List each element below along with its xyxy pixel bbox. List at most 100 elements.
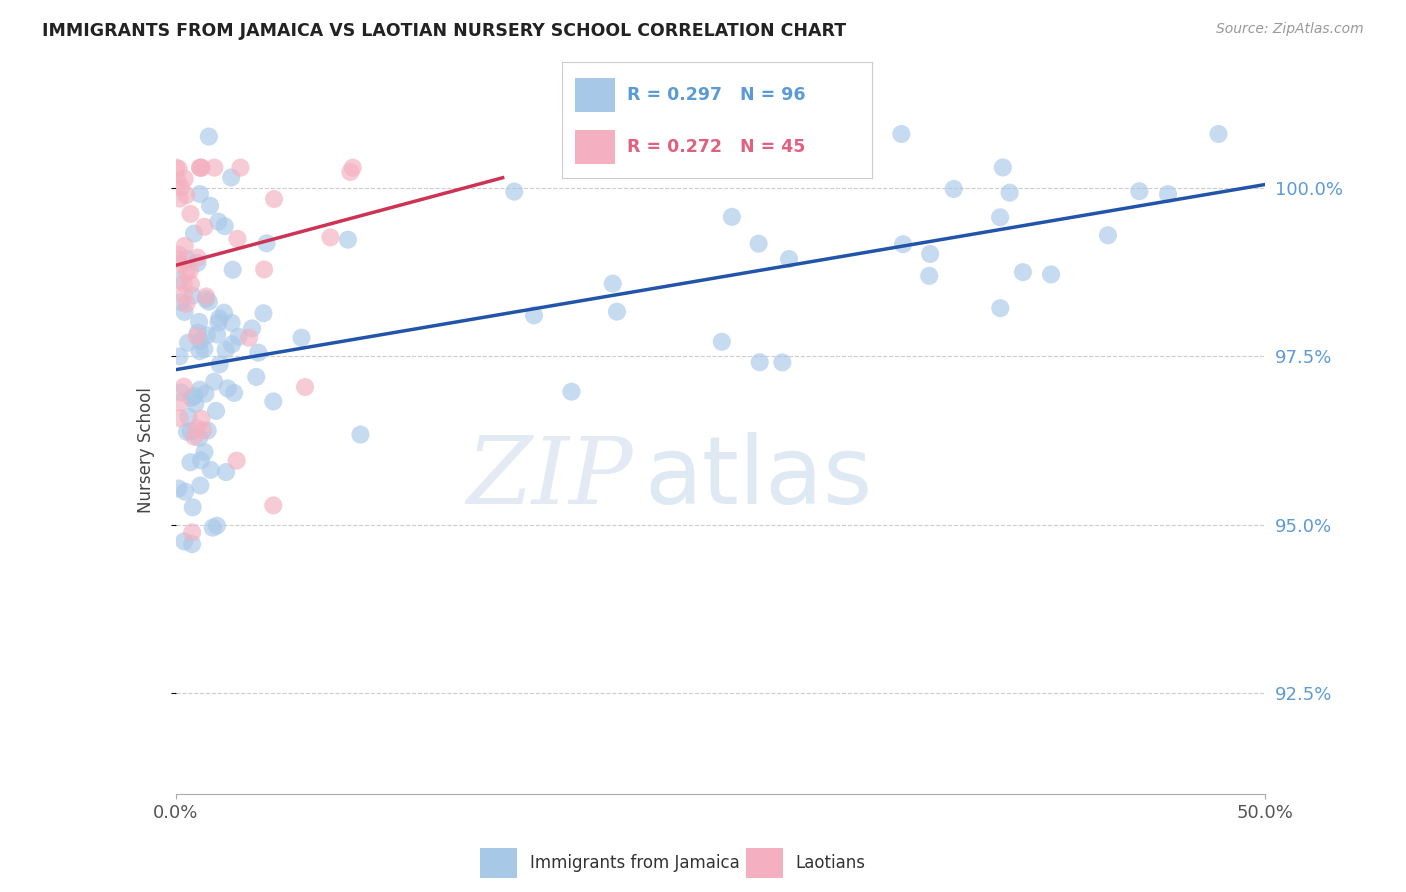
Text: atlas: atlas <box>644 432 873 524</box>
Point <box>214 343 236 357</box>
Point <box>173 277 195 291</box>
Point <box>176 425 198 439</box>
Point <box>214 219 236 234</box>
Point <box>890 127 912 141</box>
Point <box>170 295 193 310</box>
Point <box>193 219 215 234</box>
Text: Laotians: Laotians <box>796 854 866 872</box>
Point <box>167 161 190 176</box>
Point <box>173 239 195 253</box>
Point <box>207 315 229 329</box>
Point <box>339 165 361 179</box>
Point <box>602 277 624 291</box>
Point <box>174 484 197 499</box>
Point <box>221 316 243 330</box>
Point <box>942 182 965 196</box>
Point <box>169 273 191 287</box>
Point <box>202 161 225 175</box>
Point <box>180 391 202 405</box>
Point <box>721 210 744 224</box>
Point <box>195 289 218 303</box>
Point <box>173 534 195 549</box>
Point <box>225 453 247 467</box>
Point <box>177 409 200 424</box>
Point <box>188 161 211 175</box>
Point <box>252 306 274 320</box>
Point <box>173 380 195 394</box>
Point <box>226 232 249 246</box>
Point <box>263 192 285 206</box>
Point <box>173 305 195 319</box>
Point <box>342 161 364 175</box>
Point <box>197 424 219 438</box>
Point <box>253 262 276 277</box>
Point <box>212 306 235 320</box>
Point <box>503 185 526 199</box>
Point <box>991 161 1014 175</box>
Text: Source: ZipAtlas.com: Source: ZipAtlas.com <box>1216 22 1364 37</box>
Point <box>181 525 204 540</box>
Point <box>169 192 191 206</box>
Point <box>748 236 770 251</box>
Point <box>169 411 191 425</box>
Point <box>179 455 201 469</box>
Bar <box>575 129 614 164</box>
Point <box>198 199 221 213</box>
Point <box>166 252 188 267</box>
Point <box>770 355 793 369</box>
Point <box>180 277 202 291</box>
Point <box>190 412 212 426</box>
Point <box>205 404 228 418</box>
Point <box>188 383 211 397</box>
Point <box>176 297 198 311</box>
Point <box>778 252 800 266</box>
Point <box>920 247 942 261</box>
Point <box>294 380 316 394</box>
Point <box>170 385 193 400</box>
Point <box>606 304 628 318</box>
Point <box>183 389 205 403</box>
Point <box>238 331 260 345</box>
Point <box>748 355 770 369</box>
Point <box>191 161 214 175</box>
Text: R = 0.272   N = 45: R = 0.272 N = 45 <box>627 138 806 156</box>
Point <box>173 287 195 301</box>
Text: IMMIGRANTS FROM JAMAICA VS LAOTIAN NURSERY SCHOOL CORRELATION CHART: IMMIGRANTS FROM JAMAICA VS LAOTIAN NURSE… <box>42 22 846 40</box>
Point <box>177 335 200 350</box>
Point <box>221 337 243 351</box>
Point <box>215 465 238 479</box>
Point <box>205 327 228 342</box>
Point <box>200 463 222 477</box>
Point <box>183 430 205 444</box>
Point <box>190 334 212 348</box>
Point <box>1157 187 1180 202</box>
Point <box>201 521 224 535</box>
Point <box>219 170 242 185</box>
Point <box>560 384 582 399</box>
Point <box>208 311 231 326</box>
Point <box>188 187 211 202</box>
Bar <box>575 78 614 112</box>
Point <box>167 248 190 262</box>
Point <box>188 344 211 359</box>
Point <box>176 265 198 279</box>
Point <box>170 180 193 194</box>
Point <box>180 207 202 221</box>
Point <box>179 263 201 277</box>
Point <box>191 423 214 437</box>
Point <box>186 251 208 265</box>
Point <box>988 211 1011 225</box>
Point <box>240 321 263 335</box>
Point <box>221 262 243 277</box>
Point <box>224 386 246 401</box>
Point <box>247 345 270 359</box>
Point <box>180 425 202 439</box>
Bar <box>481 848 517 878</box>
Point <box>193 342 215 356</box>
Point <box>262 499 284 513</box>
Point <box>188 315 211 329</box>
Point <box>202 375 225 389</box>
Point <box>988 301 1011 315</box>
Point <box>998 186 1021 200</box>
Point <box>228 330 250 344</box>
